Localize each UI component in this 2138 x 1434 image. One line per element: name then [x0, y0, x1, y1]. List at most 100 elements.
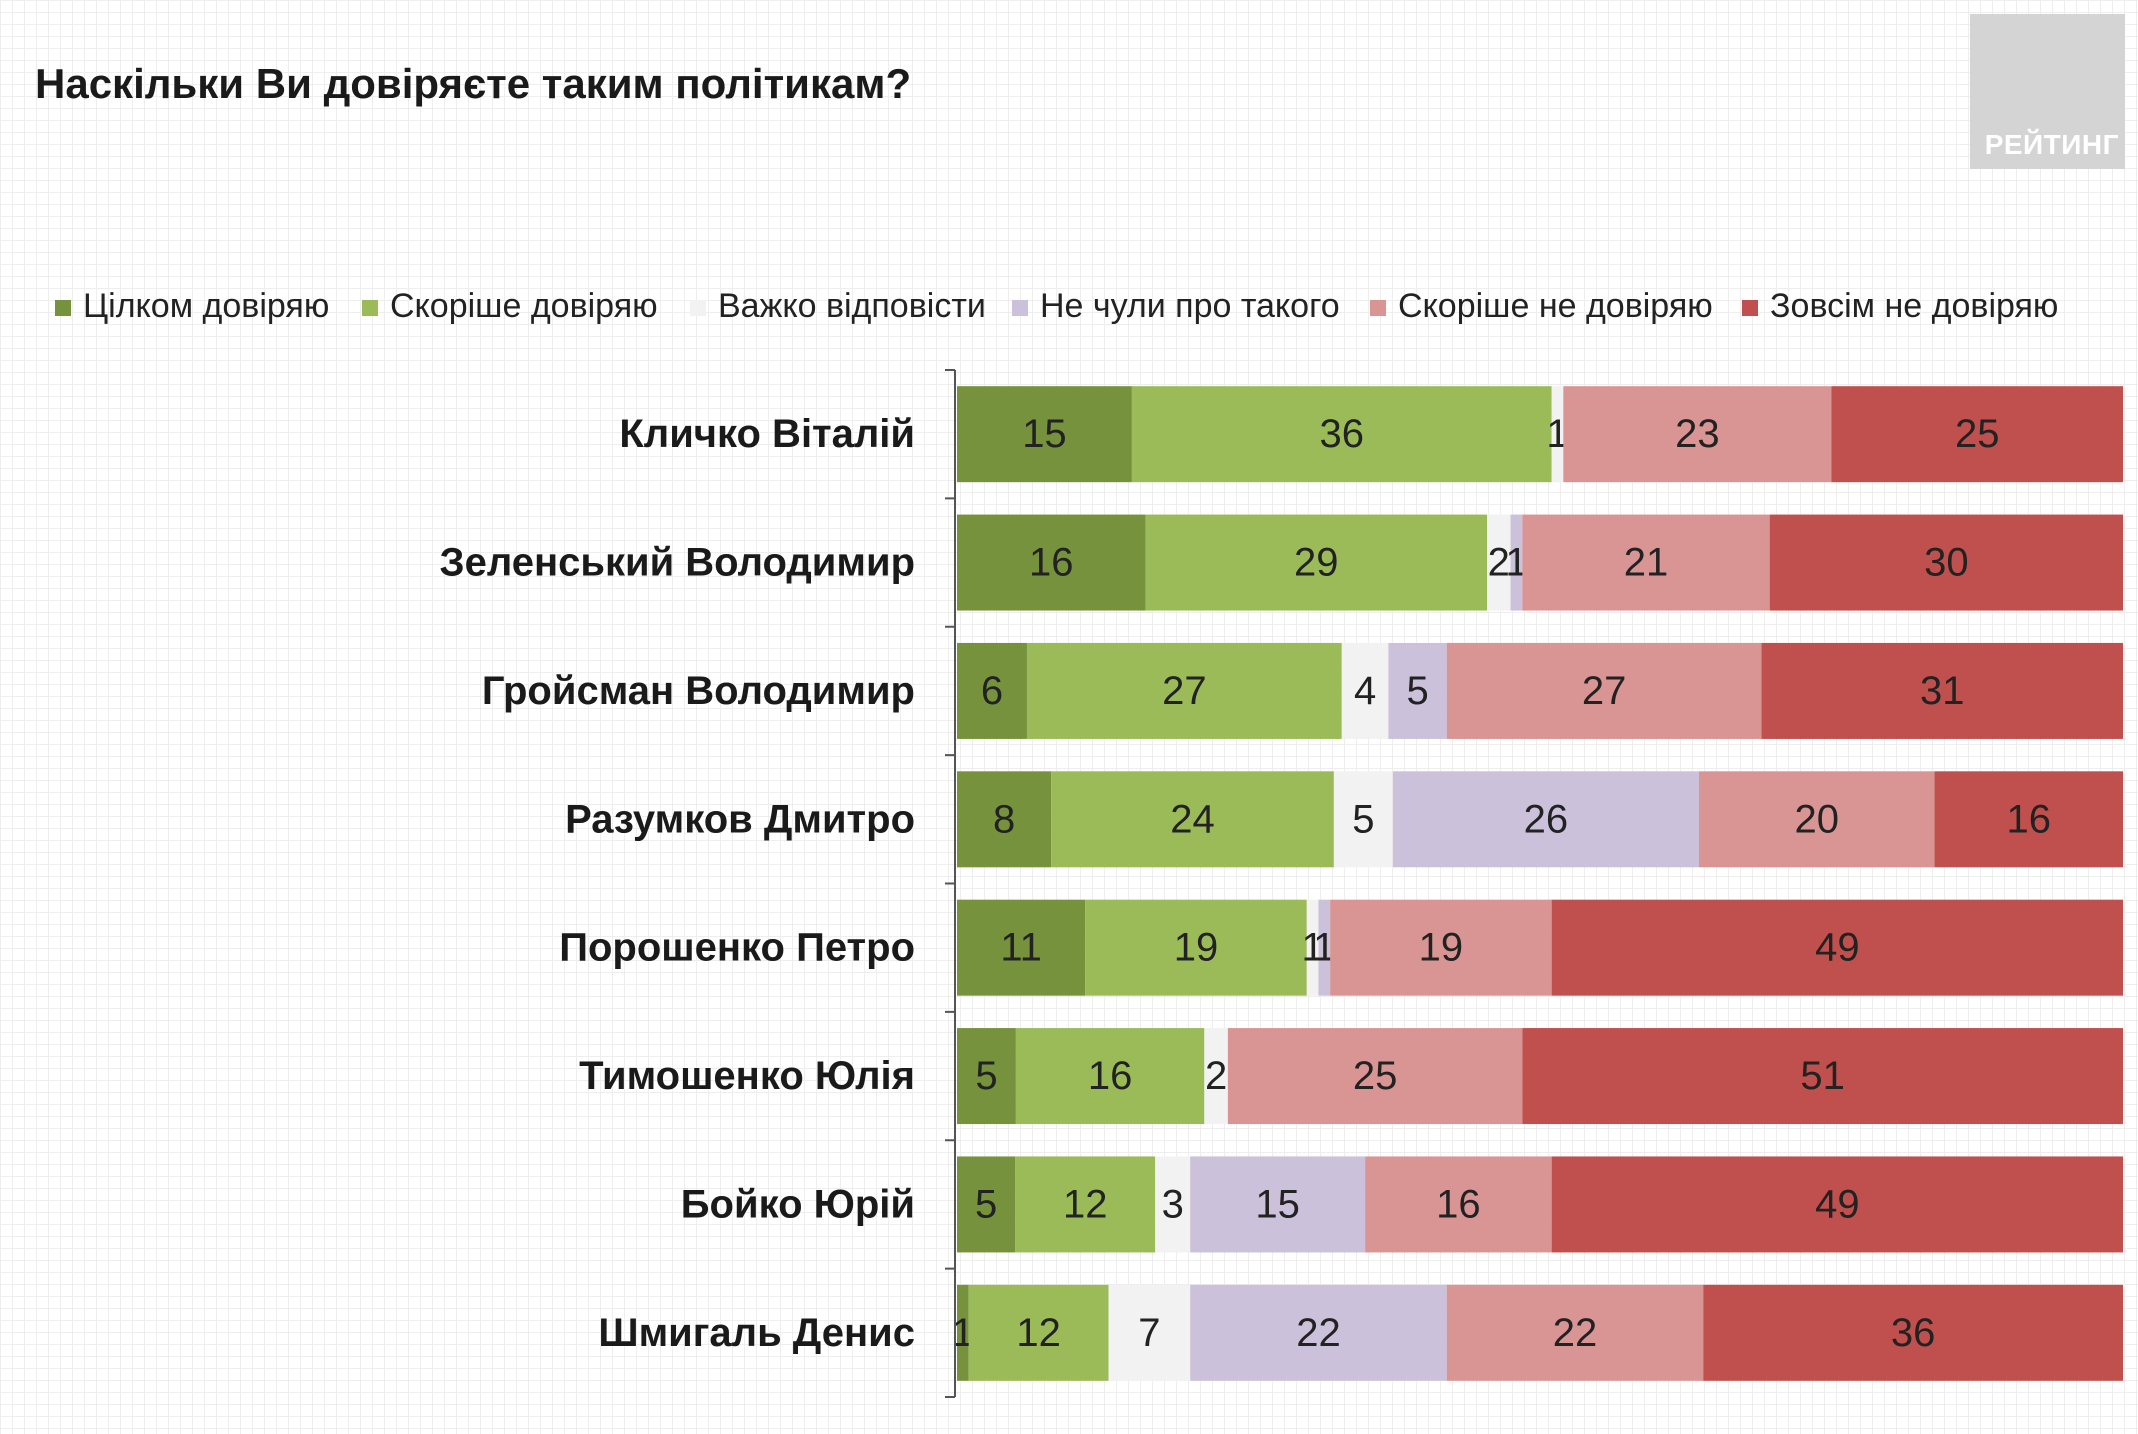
- data-label: 25: [1955, 412, 2000, 456]
- bar-segment: [1699, 771, 1935, 868]
- chart-legend: Цілком довіряю Скоріше довіряю Важко від…: [55, 285, 2095, 327]
- bar-segment: [1563, 386, 1832, 483]
- bar-segment: [1155, 1156, 1191, 1253]
- bar-segment: [1761, 642, 2123, 739]
- bar-segment: [1551, 1156, 2123, 1253]
- data-label: 3: [1162, 1182, 1184, 1226]
- legend-label: Скоріше не довіряю: [1398, 287, 1713, 325]
- bar-segment: [1026, 642, 1342, 739]
- bar-segment: [1015, 1156, 1156, 1253]
- bar-segment: [1306, 899, 1319, 996]
- data-label: 19: [1419, 926, 1464, 970]
- data-label: 22: [1296, 1311, 1341, 1355]
- bar-segment: [1131, 386, 1552, 483]
- data-label: 1: [1302, 926, 1324, 970]
- data-label: 5: [1352, 797, 1374, 841]
- data-label: 36: [1891, 1311, 1936, 1355]
- data-label: 16: [1436, 1182, 1481, 1226]
- data-label: 27: [1582, 669, 1627, 713]
- category-label: Шмигаль Денис: [598, 1311, 915, 1355]
- data-label: 2: [1488, 541, 1510, 585]
- data-label: 6: [981, 669, 1003, 713]
- category-label: Порошенко Петро: [559, 926, 915, 970]
- bar-segment: [957, 1284, 969, 1381]
- bar-segment: [957, 386, 1132, 483]
- data-label: 5: [1406, 669, 1428, 713]
- category-label: Тимошенко Юлія: [579, 1054, 915, 1098]
- data-label: 26: [1524, 797, 1569, 841]
- category-label: Разумков Дмитро: [565, 797, 915, 841]
- category-label: Зеленський Володимир: [440, 541, 915, 585]
- data-label: 30: [1924, 541, 1969, 585]
- legend-swatch: [55, 300, 71, 316]
- data-label: 15: [1022, 412, 1067, 456]
- bar-segment: [1392, 771, 1699, 868]
- chart-title: Наскільки Ви довіряєте таким політикам?: [35, 60, 912, 107]
- bar-segment: [1510, 514, 1523, 611]
- bar-segment: [957, 1156, 1016, 1253]
- data-label: 2: [1205, 1054, 1227, 1098]
- data-label: 49: [1815, 1182, 1860, 1226]
- data-label: 1: [952, 1311, 974, 1355]
- data-label: 1: [1313, 926, 1335, 970]
- bar-segment: [1051, 771, 1334, 868]
- bar-segment: [1769, 514, 2123, 611]
- bar-segment: [1227, 1028, 1523, 1125]
- bar-segment: [968, 1284, 1109, 1381]
- data-label: 12: [1016, 1311, 1061, 1355]
- bar-segment: [1365, 1156, 1552, 1253]
- data-label: 16: [1088, 1054, 1133, 1098]
- data-label: 11: [1000, 926, 1042, 970]
- bar-segment: [1190, 1284, 1447, 1381]
- data-label: 1: [1546, 412, 1568, 456]
- legend-swatch: [690, 300, 706, 316]
- data-label: 22: [1553, 1311, 1598, 1355]
- legend-label: Цілком довіряю: [83, 287, 330, 325]
- legend-swatch: [1012, 300, 1028, 316]
- data-label: 4: [1354, 669, 1376, 713]
- bar-segment: [1108, 1284, 1191, 1381]
- data-label: 36: [1320, 412, 1365, 456]
- data-label: 16: [1029, 541, 1074, 585]
- rating-logo: РЕЙТИНГ: [1970, 14, 2125, 169]
- data-label: 20: [1795, 797, 1840, 841]
- bar-segment: [1190, 1156, 1366, 1253]
- bar-segment: [957, 514, 1146, 611]
- bar-segment: [1015, 1028, 1205, 1125]
- legend-swatch: [1742, 300, 1758, 316]
- data-label: 19: [1174, 926, 1219, 970]
- data-label: 51: [1800, 1054, 1845, 1098]
- data-label: 5: [975, 1054, 997, 1098]
- bar-segment: [1446, 642, 1762, 739]
- bar-segment: [1318, 899, 1331, 996]
- bar-segment: [1204, 1028, 1228, 1125]
- data-label: 21: [1624, 541, 1669, 585]
- bar-segment: [957, 642, 1027, 739]
- legend-swatch: [362, 300, 378, 316]
- data-label: 16: [2007, 797, 2052, 841]
- bar-segment: [1085, 899, 1307, 996]
- legend-label: Важко відповісти: [718, 287, 986, 325]
- data-label: 1: [1505, 541, 1527, 585]
- bar-segment: [1341, 642, 1389, 739]
- bar-segment: [957, 771, 1052, 868]
- category-label: Кличко Віталій: [619, 412, 915, 456]
- logo-text: РЕЙТИНГ: [1984, 129, 2119, 160]
- bar-segment: [1551, 899, 2123, 996]
- bar-segment: [1934, 771, 2123, 868]
- legend-label: Не чули про такого: [1040, 287, 1340, 325]
- data-label: 29: [1294, 541, 1339, 585]
- data-label: 27: [1162, 669, 1207, 713]
- data-label: 15: [1255, 1182, 1300, 1226]
- data-label: 25: [1353, 1054, 1398, 1098]
- data-label: 7: [1138, 1311, 1160, 1355]
- bar-segment: [957, 899, 1086, 996]
- data-label: 24: [1170, 797, 1215, 841]
- bar-segment: [1388, 642, 1447, 739]
- bar-segment: [1522, 514, 1770, 611]
- bar-segment: [1703, 1284, 2123, 1381]
- data-label: 12: [1063, 1182, 1108, 1226]
- bar-segment: [1145, 514, 1487, 611]
